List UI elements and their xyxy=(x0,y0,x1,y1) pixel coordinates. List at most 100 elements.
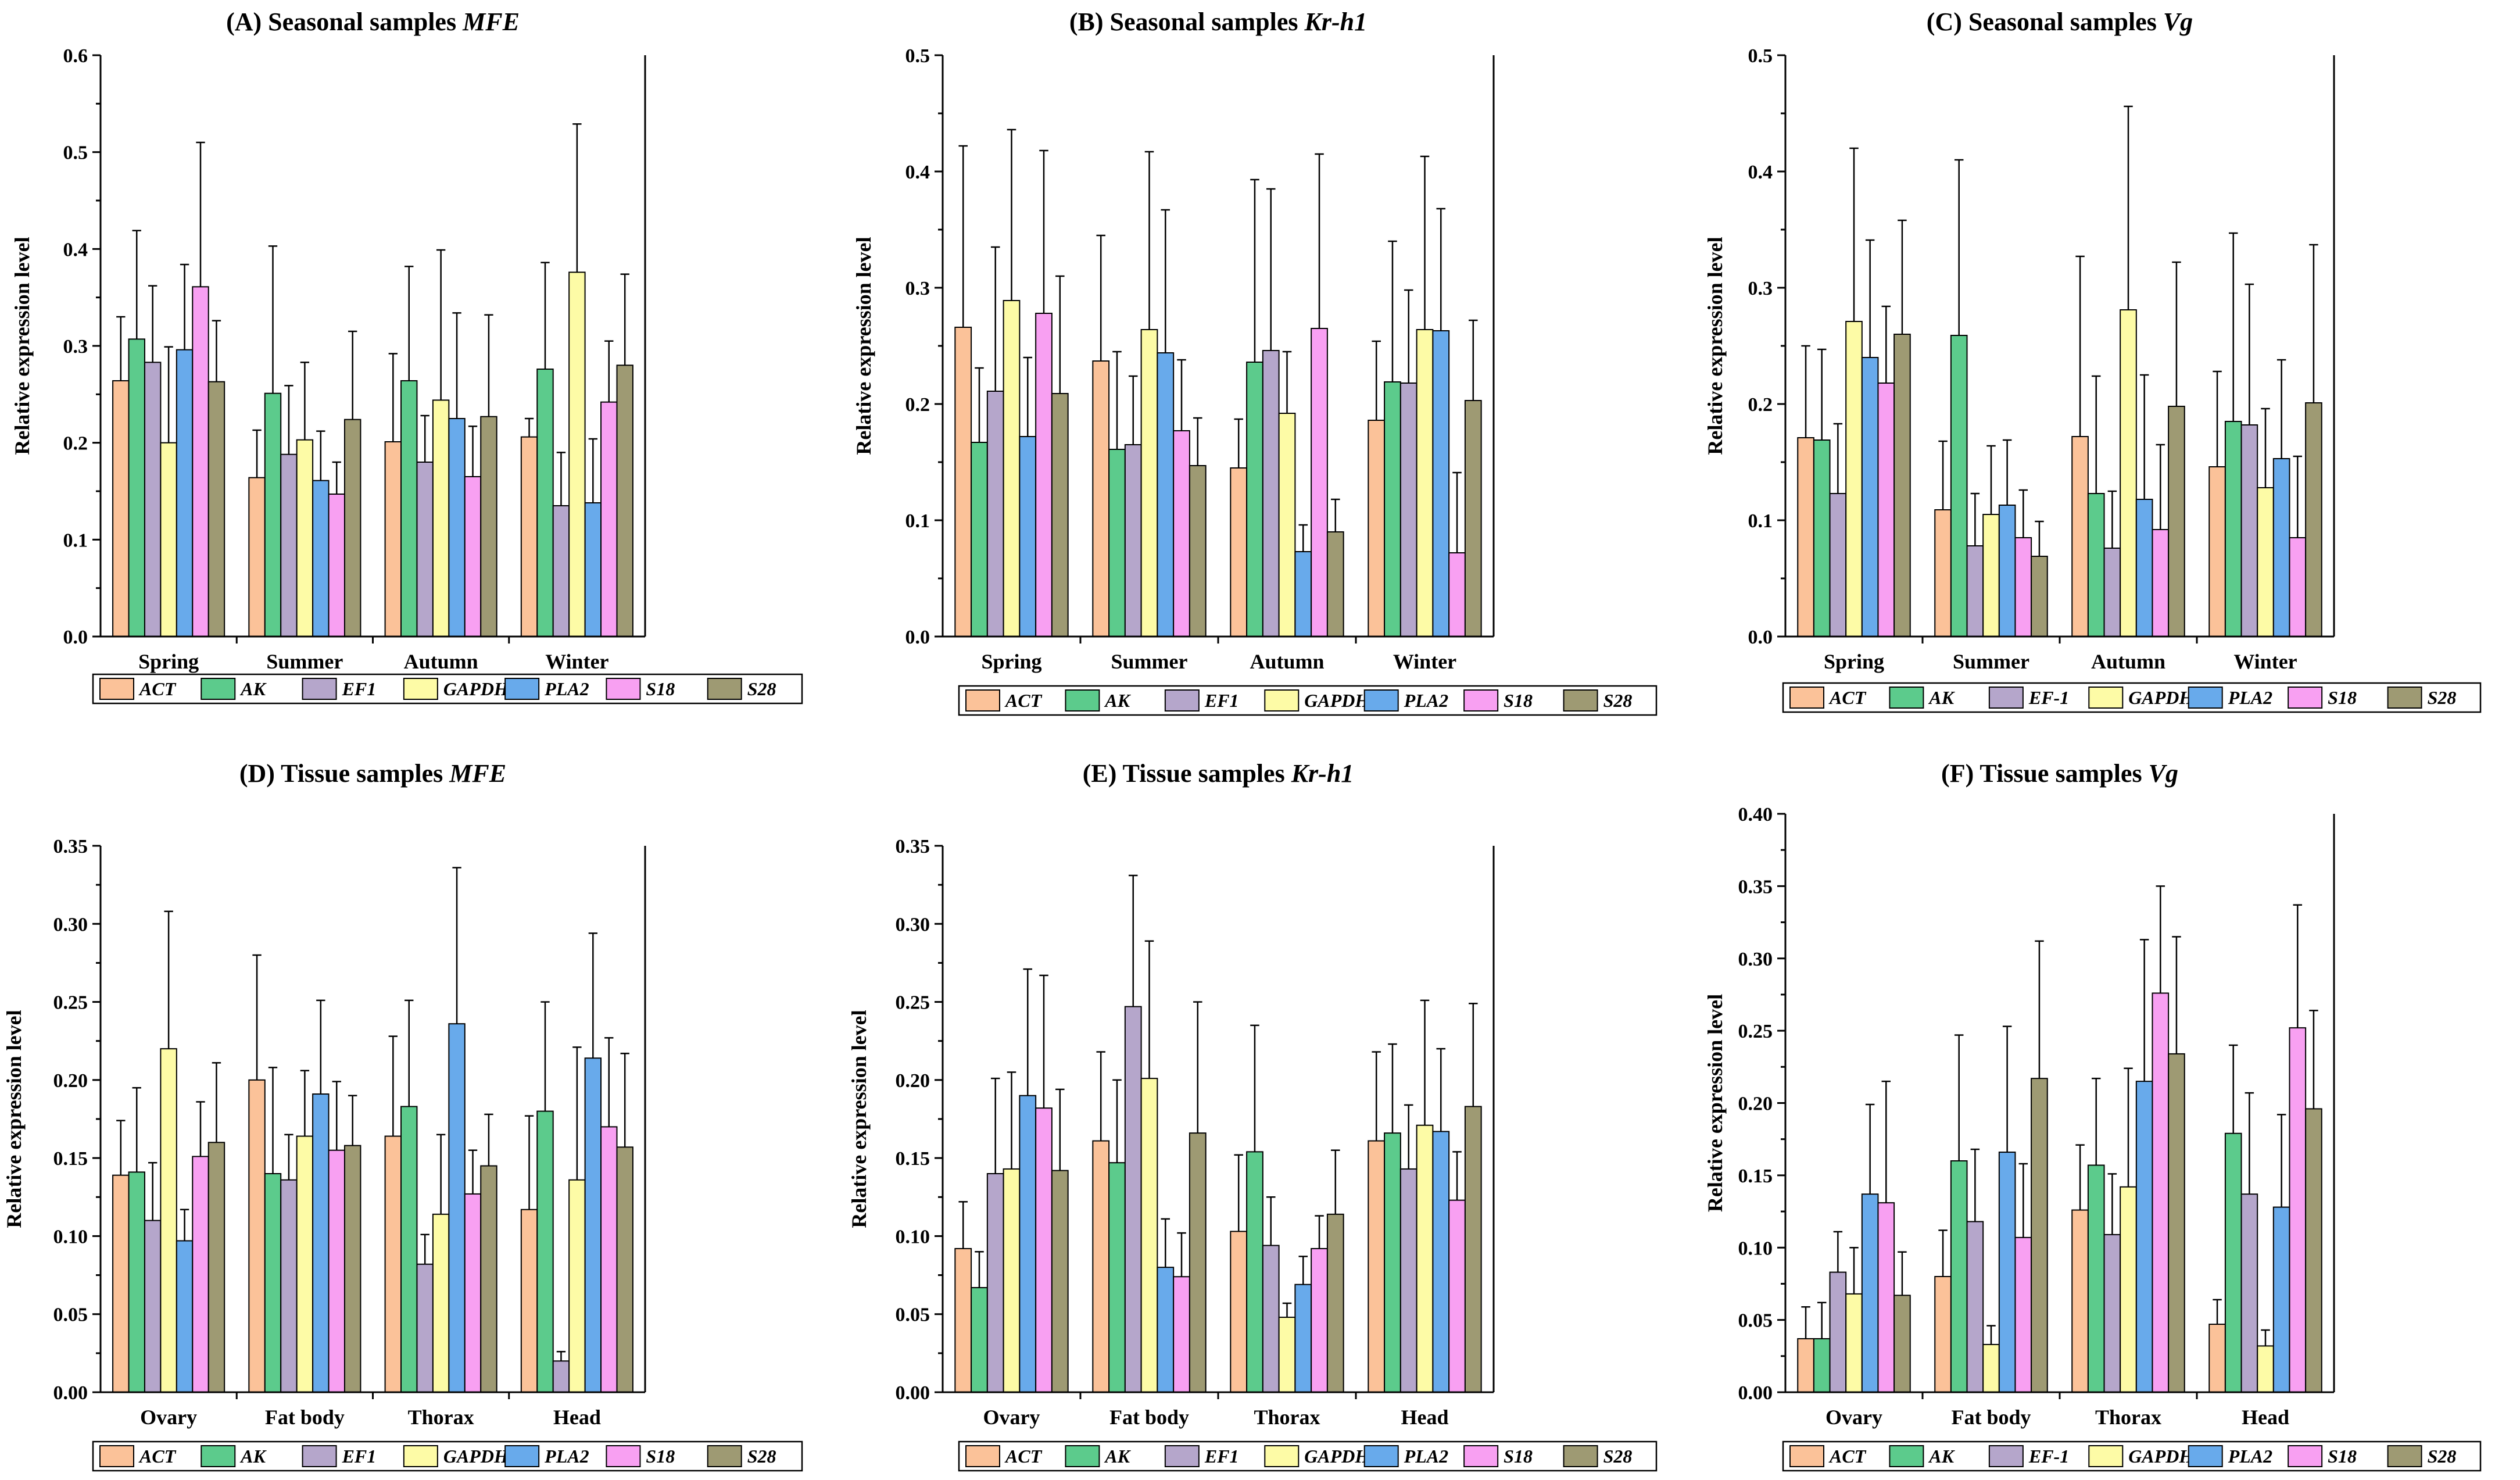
panel-E: (E) Tissue samples Kr-h1 Relative express… xyxy=(847,759,1658,1472)
bar xyxy=(1982,514,2000,637)
bar xyxy=(2305,402,2322,637)
legend-label: S18 xyxy=(1504,1446,1533,1467)
bar xyxy=(2103,1234,2121,1393)
legend-swatch xyxy=(1363,1445,1399,1467)
bar xyxy=(1262,1245,1280,1393)
bar xyxy=(1108,449,1126,637)
legend-swatch xyxy=(1264,1445,1300,1467)
y-tick-label: 0.2 xyxy=(63,433,88,455)
legend-label: S28 xyxy=(2428,1446,2457,1467)
bar xyxy=(1035,313,1053,637)
panel-title: (D) Tissue samples MFE xyxy=(239,759,506,788)
panel-title-prefix: (C) Seasonal samples xyxy=(1927,8,2163,36)
y-tick-label: 0.00 xyxy=(53,1382,88,1404)
bar xyxy=(448,418,466,637)
bar xyxy=(986,1173,1004,1393)
bar xyxy=(1173,430,1190,637)
legend-swatch xyxy=(1164,1445,1200,1467)
legend-swatch xyxy=(403,1445,438,1467)
bar xyxy=(1813,1338,1831,1393)
bar xyxy=(2257,1345,2274,1393)
legend-swatch xyxy=(1789,687,1824,709)
bar xyxy=(2120,309,2137,637)
bar xyxy=(328,1149,345,1393)
bar xyxy=(2087,493,2105,637)
panel-title: (E) Tissue samples Kr-h1 xyxy=(1083,759,1354,788)
bar xyxy=(1246,362,1263,637)
bar xyxy=(2240,1193,2258,1393)
bar xyxy=(384,1135,402,1393)
bar xyxy=(1861,357,1879,637)
y-tick-label: 0.4 xyxy=(1748,162,1773,183)
legend-label: PLA2 xyxy=(544,1446,589,1467)
bar xyxy=(1982,1343,2000,1393)
bar xyxy=(1246,1151,1263,1393)
bar xyxy=(1861,1193,1879,1393)
bar xyxy=(1230,1231,1248,1393)
bar xyxy=(2224,1132,2242,1393)
bar xyxy=(1262,350,1280,637)
x-category-label: Fat body xyxy=(1951,1406,2031,1429)
bar xyxy=(448,1023,466,1393)
panel-title-prefix: (A) Seasonal samples xyxy=(226,8,463,36)
legend-swatch xyxy=(1363,689,1399,712)
bar xyxy=(1877,382,1895,637)
legend-label: ACT xyxy=(138,678,177,699)
bar xyxy=(248,1079,266,1393)
legend-label: S18 xyxy=(646,1446,675,1467)
legend-swatch xyxy=(2288,687,2323,709)
x-category-label: Spring xyxy=(138,650,199,673)
x-category-label: Ovary xyxy=(983,1406,1040,1429)
x-category-label: Winter xyxy=(1393,650,1456,673)
legend-swatch xyxy=(1164,689,1200,712)
bar xyxy=(2014,1236,2032,1393)
bar xyxy=(2208,1324,2226,1393)
bar xyxy=(1384,1132,1401,1393)
bar xyxy=(343,419,361,638)
bar xyxy=(2031,1078,2048,1393)
legend: ACT AK EF1 GAPDH PLA2 S18 S28 xyxy=(92,673,803,705)
bar xyxy=(1140,1078,1158,1393)
y-tick-label: 0.3 xyxy=(1748,278,1773,299)
bar xyxy=(1108,1162,1126,1393)
bar xyxy=(1092,1140,1110,1393)
bar xyxy=(1950,335,1968,637)
bar xyxy=(1934,1276,1952,1393)
legend: ACT AK EF-1 GAPDH PLA2 S18 S28 xyxy=(1782,1440,2482,1472)
legend-swatch xyxy=(1988,1445,2024,1467)
panel-D: (D) Tissue samples MFE Relative expressio… xyxy=(2,759,803,1472)
legend-label: PLA2 xyxy=(544,678,589,699)
bar xyxy=(552,505,570,637)
legend-swatch xyxy=(504,678,540,700)
x-category-label: Fat body xyxy=(265,1406,345,1429)
y-tick-label: 0.25 xyxy=(53,992,88,1014)
legend-label: EF-1 xyxy=(2028,1446,2069,1467)
bar xyxy=(2071,436,2089,637)
bar xyxy=(1278,413,1296,637)
y-tick-label: 0.35 xyxy=(53,836,88,857)
legend-label: AK xyxy=(1104,1446,1131,1467)
bar xyxy=(2224,421,2242,637)
legend-swatch xyxy=(1463,689,1499,712)
legend-swatch xyxy=(2387,687,2422,709)
legend-swatch xyxy=(707,1445,742,1467)
bar xyxy=(1797,437,1814,637)
legend-label: S28 xyxy=(1603,690,1633,711)
bar xyxy=(1432,330,1450,637)
y-tick-label: 0.10 xyxy=(1738,1238,1773,1259)
panel-F: (F) Tissue samples Vg Relative expression… xyxy=(1703,759,2482,1472)
bar xyxy=(464,1193,482,1393)
y-tick-label: 0.5 xyxy=(1748,45,1773,67)
bar xyxy=(1368,1140,1386,1393)
y-tick-label: 0.15 xyxy=(53,1148,88,1170)
bar xyxy=(2031,556,2048,637)
legend-label: AK xyxy=(239,678,267,699)
legend-label: GAPDH xyxy=(2128,1446,2194,1467)
y-tick-label: 0.0 xyxy=(63,627,88,648)
x-category-label: Thorax xyxy=(1254,1406,1320,1429)
x-category-label: Spring xyxy=(981,650,1041,673)
bar xyxy=(192,1156,209,1393)
bar xyxy=(1124,1006,1142,1393)
legend-label: ACT xyxy=(1004,1446,1043,1467)
legend-swatch xyxy=(1264,689,1300,712)
